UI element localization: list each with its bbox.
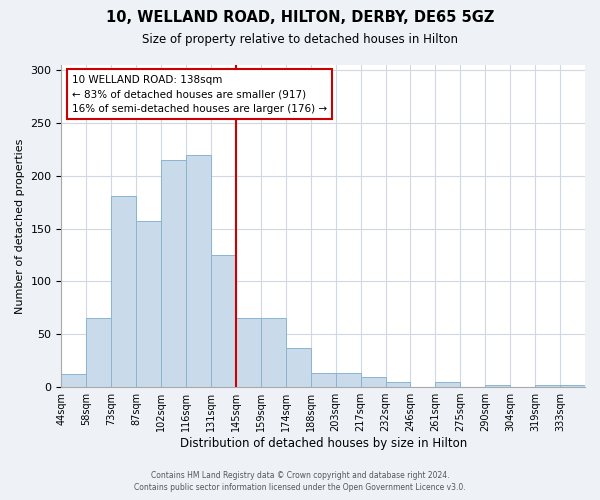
Bar bbox=[61, 374, 86, 387]
X-axis label: Distribution of detached houses by size in Hilton: Distribution of detached houses by size … bbox=[179, 437, 467, 450]
Bar bbox=[286, 348, 311, 387]
Bar bbox=[261, 318, 286, 387]
Bar bbox=[86, 318, 111, 387]
Bar bbox=[335, 374, 361, 387]
Bar bbox=[535, 385, 560, 387]
Bar bbox=[211, 255, 236, 387]
Bar bbox=[436, 382, 460, 387]
Bar bbox=[386, 382, 410, 387]
Bar bbox=[161, 160, 186, 387]
Bar bbox=[136, 222, 161, 387]
Bar bbox=[186, 155, 211, 387]
Text: Contains HM Land Registry data © Crown copyright and database right 2024.
Contai: Contains HM Land Registry data © Crown c… bbox=[134, 471, 466, 492]
Text: 10, WELLAND ROAD, HILTON, DERBY, DE65 5GZ: 10, WELLAND ROAD, HILTON, DERBY, DE65 5G… bbox=[106, 10, 494, 25]
Bar bbox=[311, 374, 335, 387]
Y-axis label: Number of detached properties: Number of detached properties bbox=[15, 138, 25, 314]
Bar bbox=[361, 376, 386, 387]
Bar bbox=[111, 196, 136, 387]
Text: Size of property relative to detached houses in Hilton: Size of property relative to detached ho… bbox=[142, 32, 458, 46]
Text: 10 WELLAND ROAD: 138sqm
← 83% of detached houses are smaller (917)
16% of semi-d: 10 WELLAND ROAD: 138sqm ← 83% of detache… bbox=[72, 74, 327, 114]
Bar bbox=[485, 385, 510, 387]
Bar bbox=[236, 318, 261, 387]
Bar bbox=[560, 385, 585, 387]
